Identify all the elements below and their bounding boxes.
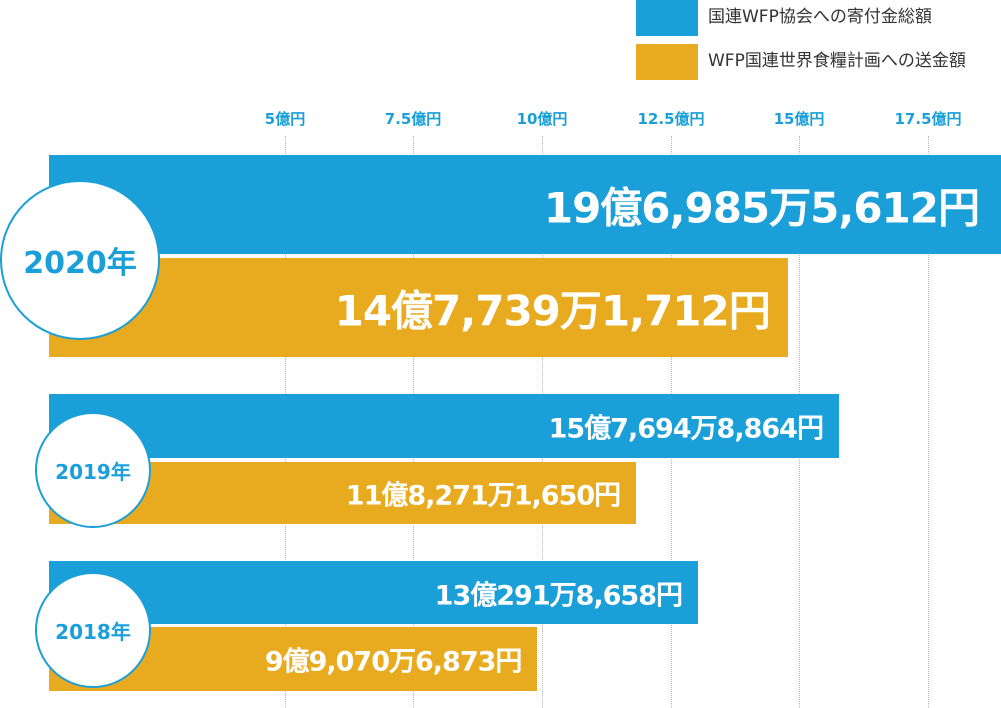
x-tick-label: 15億円: [773, 110, 825, 128]
bar-2020-remittance: 14億7,739万1,712円: [49, 258, 788, 357]
bar-value-label: 9億9,070万6,873円: [264, 646, 523, 678]
legend-swatch-donations: [636, 0, 698, 36]
bar-2018-donations: 13億291万8,658円: [49, 561, 699, 624]
bar-value-label: 14億7,739万1,712円: [334, 286, 771, 335]
gridline-17-5: [928, 136, 929, 708]
bar-2020-donations: 19億6,985万5,612円: [49, 155, 1001, 254]
x-tick-label: 10億円: [516, 110, 568, 128]
year-badge-2020: 2020年: [0, 180, 160, 340]
x-tick-label: 7.5億円: [384, 110, 442, 128]
year-badge-2018: 2018年: [35, 572, 151, 688]
bar-value-label: 15億7,694万8,864円: [548, 413, 824, 445]
x-tick-label: 17.5億円: [894, 110, 962, 128]
bar-value-label: 11億8,271万1,650円: [345, 480, 621, 512]
legend-label-remittance: WFP国連世界食糧計画への送金額: [708, 51, 966, 71]
bar-2019-donations: 15億7,694万8,864円: [49, 394, 839, 458]
x-tick-label: 5億円: [264, 110, 306, 128]
legend-label-donations: 国連WFP協会への寄付金総額: [708, 7, 932, 27]
x-tick-label: 12.5億円: [637, 110, 705, 128]
legend-swatch-remittance: [636, 44, 698, 80]
year-badge-2019: 2019年: [35, 412, 151, 528]
bar-value-label: 13億291万8,658円: [434, 580, 683, 611]
bar-value-label: 19億6,985万5,612円: [543, 183, 980, 232]
